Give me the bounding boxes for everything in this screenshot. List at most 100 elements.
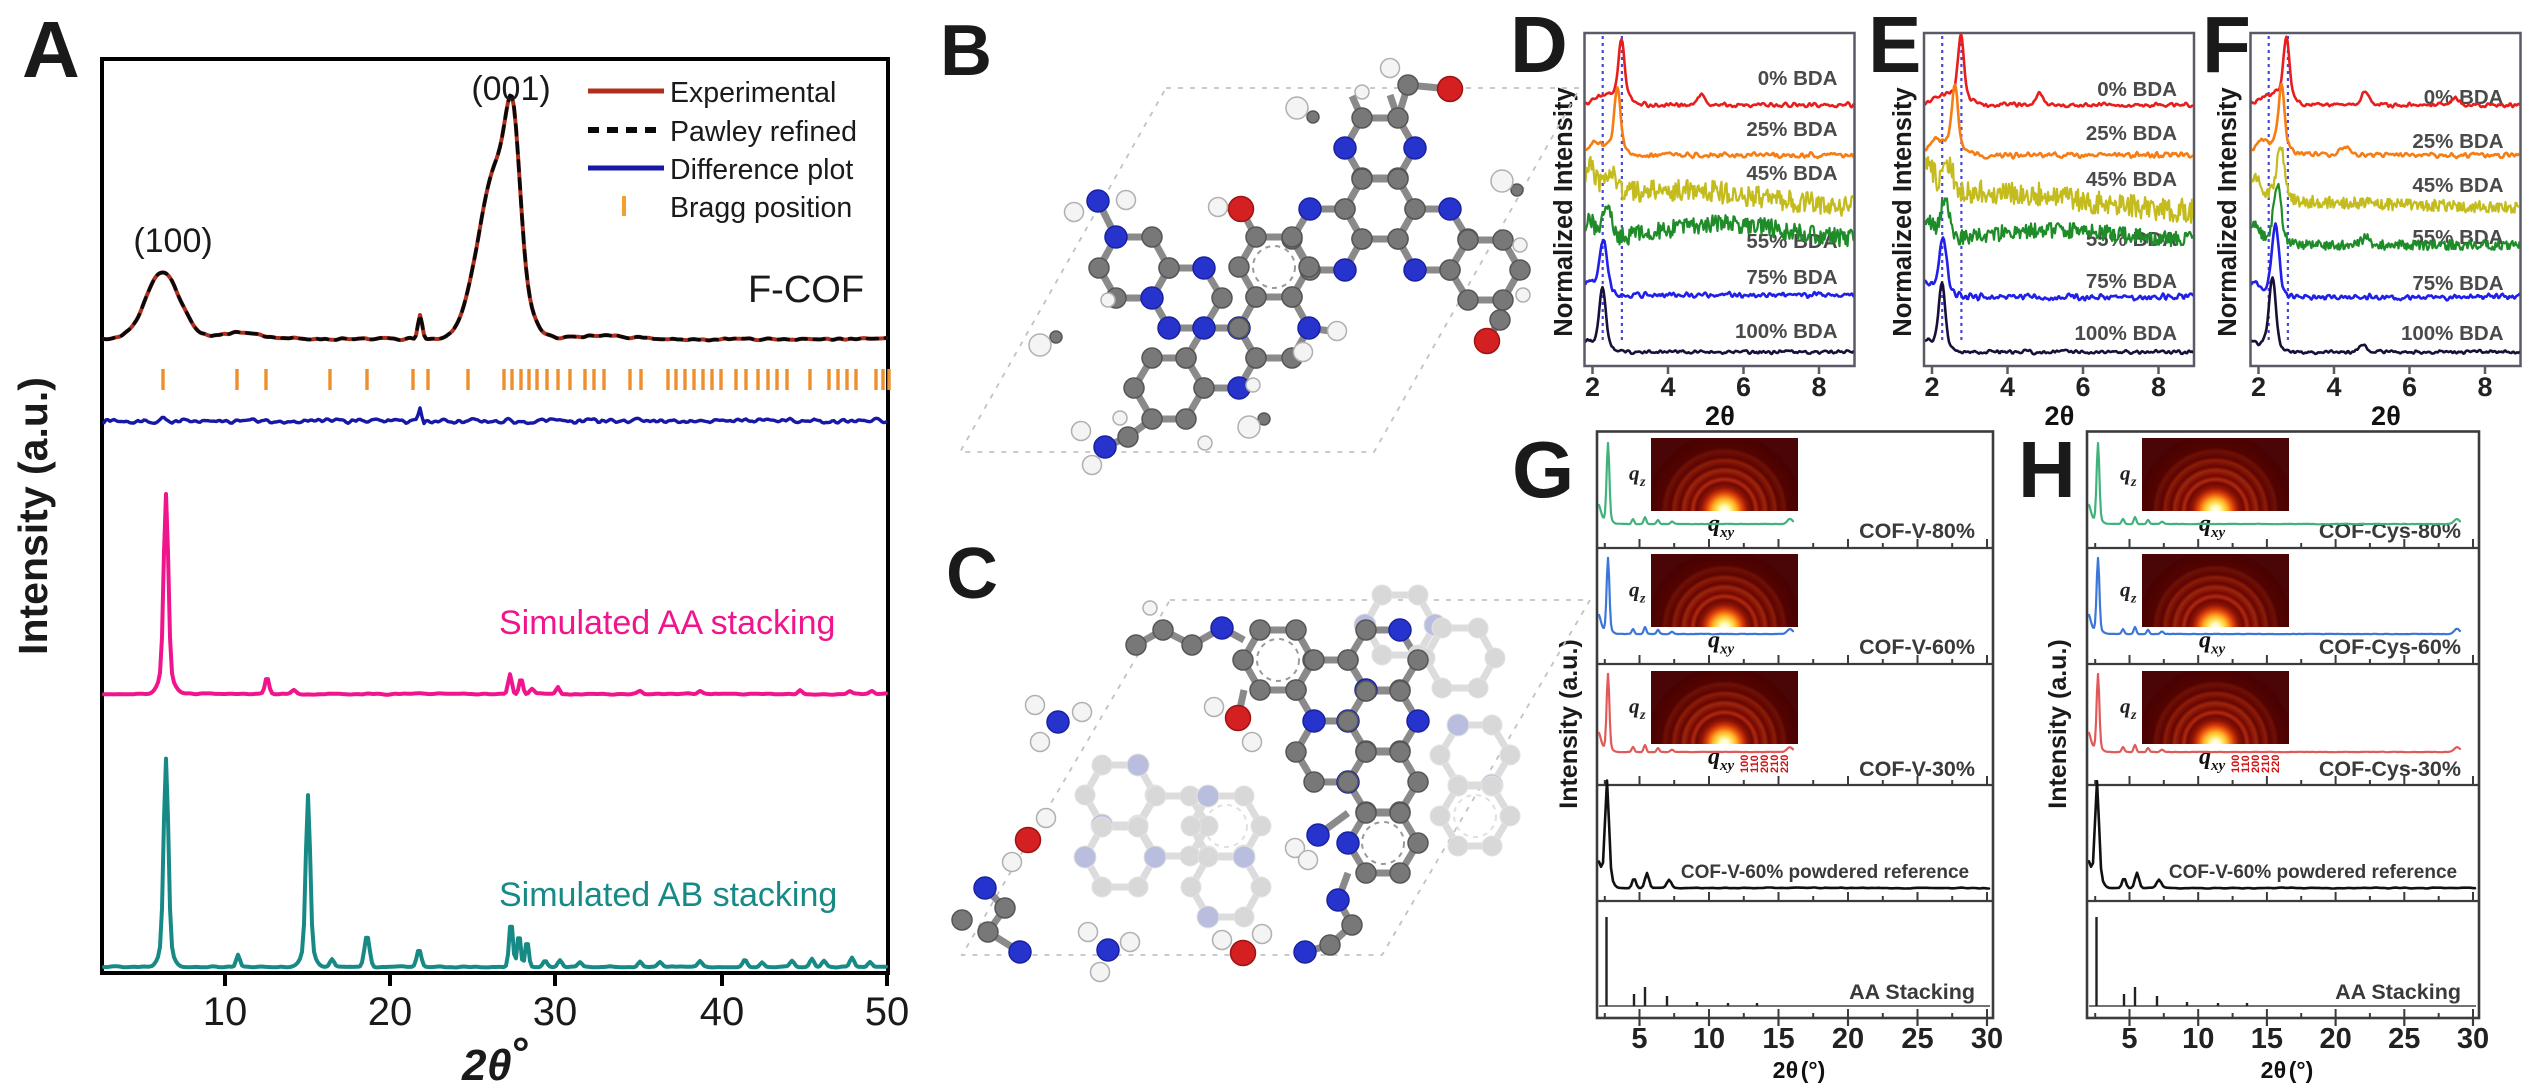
svg-text:75% BDA: 75% BDA	[2086, 270, 2177, 293]
svg-text:θ: θ	[2060, 401, 2075, 431]
svg-text:2: 2	[2251, 372, 2266, 402]
svg-text:xy: xy	[1719, 642, 1735, 658]
svg-text:Normalized Intensity: Normalized Intensity	[1550, 86, 1578, 336]
svg-text:5: 5	[2121, 1023, 2137, 1055]
svg-text:30: 30	[533, 990, 578, 1034]
svg-text:2: 2	[2371, 401, 2386, 431]
svg-text:220: 220	[2270, 755, 2282, 773]
svg-text:200: 200	[1759, 755, 1771, 773]
svg-text:100% BDA: 100% BDA	[2074, 322, 2177, 345]
svg-text:Intensity (a.u.): Intensity (a.u.)	[10, 377, 56, 655]
svg-text:50: 50	[865, 990, 910, 1034]
svg-text:25% BDA: 25% BDA	[1746, 118, 1837, 141]
svg-text:H: H	[2018, 425, 2076, 514]
svg-text:10: 10	[203, 990, 248, 1034]
svg-text:E: E	[1868, 0, 1921, 89]
svg-text:40: 40	[700, 990, 745, 1034]
svg-text:(°): (°)	[1801, 1057, 1826, 1083]
svg-text:q: q	[2120, 461, 2131, 485]
svg-text:θ: θ	[2386, 401, 2401, 431]
svg-text:z: z	[2130, 708, 2137, 723]
svg-text:30: 30	[1971, 1023, 2003, 1055]
svg-text:110: 110	[2240, 755, 2252, 773]
svg-text:q: q	[2120, 694, 2131, 718]
svg-text:30: 30	[2457, 1023, 2489, 1055]
svg-text:Simulated AB stacking: Simulated AB stacking	[499, 876, 837, 914]
svg-text:z: z	[1639, 708, 1646, 723]
svg-text:6: 6	[2402, 372, 2417, 402]
svg-text:75% BDA: 75% BDA	[2412, 272, 2503, 295]
svg-text:25% BDA: 25% BDA	[2412, 130, 2503, 153]
svg-text:θ: θ	[2274, 1057, 2286, 1083]
svg-text:110: 110	[1749, 755, 1761, 773]
svg-text:q: q	[1629, 578, 1640, 602]
svg-text:25: 25	[2388, 1023, 2420, 1055]
svg-text:(001): (001)	[471, 70, 550, 108]
svg-text:xy: xy	[1719, 758, 1735, 774]
svg-text:G: G	[1512, 425, 1574, 514]
svg-text:2: 2	[2044, 401, 2059, 431]
svg-text:°: °	[512, 1029, 530, 1078]
svg-text:2: 2	[1705, 401, 1720, 431]
svg-text:Simulated AA stacking: Simulated AA stacking	[499, 604, 835, 642]
svg-text:F: F	[2202, 0, 2251, 89]
svg-text:20: 20	[1832, 1023, 1864, 1055]
svg-text:xy: xy	[2210, 758, 2226, 774]
svg-text:45% BDA: 45% BDA	[2412, 174, 2503, 197]
svg-text:2: 2	[1585, 372, 1600, 402]
svg-text:z: z	[1639, 592, 1646, 607]
svg-text:B: B	[940, 11, 992, 91]
svg-text:200: 200	[2250, 755, 2262, 773]
svg-text:8: 8	[1811, 372, 1826, 402]
svg-text:2: 2	[2261, 1057, 2274, 1083]
svg-text:Intensity (a.u.): Intensity (a.u.)	[2044, 639, 2072, 808]
svg-text:z: z	[2130, 475, 2137, 490]
svg-text:COF-V-60% powdered reference: COF-V-60% powdered reference	[2169, 862, 2457, 883]
svg-text:20: 20	[2319, 1023, 2351, 1055]
svg-text:q: q	[2199, 744, 2211, 770]
svg-text:Intensity (a.u.): Intensity (a.u.)	[1555, 639, 1583, 808]
svg-text:q: q	[1708, 744, 1720, 770]
svg-text:q: q	[1629, 694, 1640, 718]
svg-text:10: 10	[1693, 1023, 1725, 1055]
svg-text:Normalized Intensity: Normalized Intensity	[2214, 86, 2242, 336]
svg-text:10: 10	[2182, 1023, 2214, 1055]
svg-text:2: 2	[1773, 1057, 1786, 1083]
svg-text:15: 15	[1762, 1023, 1794, 1055]
svg-text:COF-V-60% powdered reference: COF-V-60% powdered reference	[1681, 862, 1969, 883]
svg-text:COF-Cys-80%: COF-Cys-80%	[2319, 519, 2461, 543]
svg-text:xy: xy	[2210, 642, 2226, 658]
svg-text:COF-V-80%: COF-V-80%	[1859, 519, 1975, 543]
svg-text:45% BDA: 45% BDA	[1746, 162, 1837, 185]
svg-text:F-COF: F-COF	[748, 269, 864, 311]
svg-text:Difference plot: Difference plot	[670, 154, 853, 186]
svg-text:z: z	[2130, 592, 2137, 607]
svg-text:2: 2	[461, 1041, 487, 1088]
svg-text:100: 100	[2230, 755, 2242, 773]
svg-text:20: 20	[368, 990, 413, 1034]
svg-text:AA Stacking: AA Stacking	[1849, 980, 1975, 1004]
svg-text:q: q	[2199, 628, 2211, 654]
svg-text:6: 6	[2075, 372, 2090, 402]
svg-text:6: 6	[1736, 372, 1751, 402]
svg-text:4: 4	[1660, 372, 1675, 402]
svg-text:D: D	[1510, 0, 1568, 89]
svg-text:q: q	[2120, 578, 2131, 602]
svg-text:210: 210	[1769, 755, 1781, 773]
svg-text:0% BDA: 0% BDA	[2424, 86, 2504, 109]
svg-text:2: 2	[1924, 372, 1939, 402]
svg-text:0% BDA: 0% BDA	[2097, 78, 2177, 101]
svg-text:Experimental: Experimental	[670, 77, 836, 109]
svg-text:75% BDA: 75% BDA	[1746, 266, 1837, 289]
svg-text:100% BDA: 100% BDA	[2401, 322, 2504, 345]
svg-text:25% BDA: 25% BDA	[2086, 122, 2177, 145]
svg-text:100: 100	[1739, 755, 1751, 773]
svg-text:210: 210	[2260, 755, 2272, 773]
svg-text:θ: θ	[1720, 401, 1735, 431]
svg-text:COF-Cys-30%: COF-Cys-30%	[2319, 757, 2461, 781]
svg-text:COF-V-60%: COF-V-60%	[1859, 635, 1975, 659]
svg-text:15: 15	[2251, 1023, 2283, 1055]
svg-text:xy: xy	[1719, 525, 1735, 541]
svg-text:45% BDA: 45% BDA	[2086, 168, 2177, 191]
svg-text:C: C	[946, 534, 998, 614]
